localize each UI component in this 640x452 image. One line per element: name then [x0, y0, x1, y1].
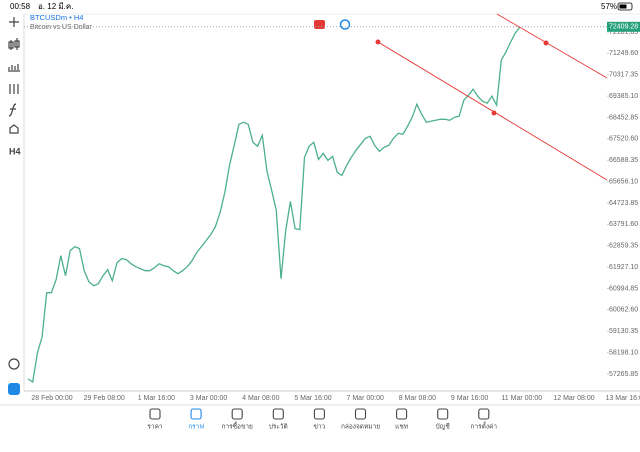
left-toolbar	[8, 17, 20, 370]
x-tick-label: 3 Mar 00:00	[190, 395, 227, 402]
nav-label[interactable]: การตั้งค่า	[471, 422, 498, 431]
y-tick-label: 72181.85	[609, 29, 638, 36]
x-tick-label: 4 Mar 08:00	[242, 395, 279, 402]
nav-label[interactable]: ข่าว	[314, 424, 326, 431]
y-tick-label: 71249.60	[609, 50, 638, 57]
y-tick-label: 68452.85	[609, 114, 638, 121]
nav-icon[interactable]	[313, 408, 325, 420]
nav-label[interactable]: ประวัติ	[269, 423, 288, 431]
status-date: อ. 12 มี.ค.	[38, 2, 73, 11]
x-tick-label: 5 Mar 16:00	[294, 395, 331, 402]
y-tick-label: 65656.10	[609, 178, 638, 185]
x-tick-label: 1 Mar 16:00	[138, 395, 175, 402]
battery-level	[619, 4, 627, 9]
nav-icon[interactable]	[354, 408, 367, 420]
y-tick-label: 66588.35	[609, 157, 638, 164]
timeframe[interactable]: H4	[9, 146, 21, 156]
trend-point	[491, 110, 497, 116]
y-tick-label: 59130.35	[609, 328, 638, 335]
nav-label[interactable]: กล่องจดหมาย	[341, 424, 380, 431]
sell-button[interactable]	[314, 20, 325, 29]
crosshair-icon[interactable]	[9, 17, 19, 27]
y-tick-label: 67520.60	[609, 136, 638, 143]
nav-icon[interactable]	[396, 408, 408, 420]
shapes-icon[interactable]	[9, 124, 19, 134]
nav-icon[interactable]	[190, 408, 202, 420]
y-tick-label: 64723.85	[609, 200, 638, 207]
app-icon[interactable]	[8, 383, 20, 395]
current-price-label: 72409.28	[609, 24, 638, 31]
nav-icon[interactable]	[437, 408, 449, 420]
x-tick-label: 28 Feb 00:00	[31, 395, 72, 402]
nav-label[interactable]: แชท	[395, 424, 408, 431]
y-tick-label: 61927.10	[609, 264, 638, 271]
indicators-icon[interactable]	[8, 64, 20, 72]
status-battery: 57%	[601, 2, 617, 11]
nav-label[interactable]: กราฟ	[188, 424, 204, 431]
one-click-toggle[interactable]	[339, 19, 351, 30]
trend-point	[375, 39, 381, 45]
y-tick-label: 70317.35	[609, 72, 638, 79]
trend-point	[543, 40, 549, 46]
trend-line	[377, 41, 608, 181]
nav-label[interactable]: บัญชี	[436, 423, 451, 431]
x-tick-label: 8 Mar 08:00	[399, 395, 436, 402]
y-tick-label: 63791.60	[609, 221, 638, 228]
nav-label[interactable]: การซื้อขาย	[222, 422, 253, 431]
function-icon[interactable]	[8, 103, 17, 117]
x-tick-label: 12 Mar 08:00	[553, 395, 594, 402]
nav-label[interactable]: ราคา	[147, 424, 162, 431]
y-tick-label: 69385.10	[609, 93, 638, 100]
settings-icon[interactable]	[9, 84, 19, 94]
x-tick-label: 9 Mar 16:00	[451, 395, 488, 402]
y-tick-label: 60994.85	[609, 285, 638, 292]
x-tick-label: 13 Mar 16:00	[606, 395, 640, 402]
status-time: 00:58	[10, 2, 31, 11]
history-icon[interactable]	[8, 358, 20, 370]
x-tick-label: 11 Mar 00:00	[501, 395, 542, 402]
battery-icon	[617, 2, 633, 11]
nav-icon[interactable]	[272, 408, 284, 420]
nav-icon[interactable]	[478, 408, 490, 420]
price-line	[27, 26, 521, 384]
y-tick-label: 58198.10	[609, 349, 638, 356]
trend-channel	[375, 13, 608, 181]
x-tick-label: 29 Feb 08:00	[84, 395, 125, 402]
symbol-name[interactable]: BTCUSDm • H4	[30, 13, 83, 22]
x-tick-label: 7 Mar 00:00	[347, 395, 384, 402]
y-tick-label: 60062.60	[609, 307, 638, 314]
nav-icon[interactable]	[231, 408, 243, 420]
candles-icon[interactable]	[8, 38, 20, 50]
y-tick-label: 57265.85	[609, 371, 638, 378]
current-price-box	[607, 21, 640, 32]
nav-icon[interactable]	[149, 408, 161, 420]
symbol-description: Bitcoin vs US Dollar	[30, 24, 93, 31]
y-tick-label: 62859.35	[609, 243, 638, 250]
trend-line	[496, 13, 608, 79]
